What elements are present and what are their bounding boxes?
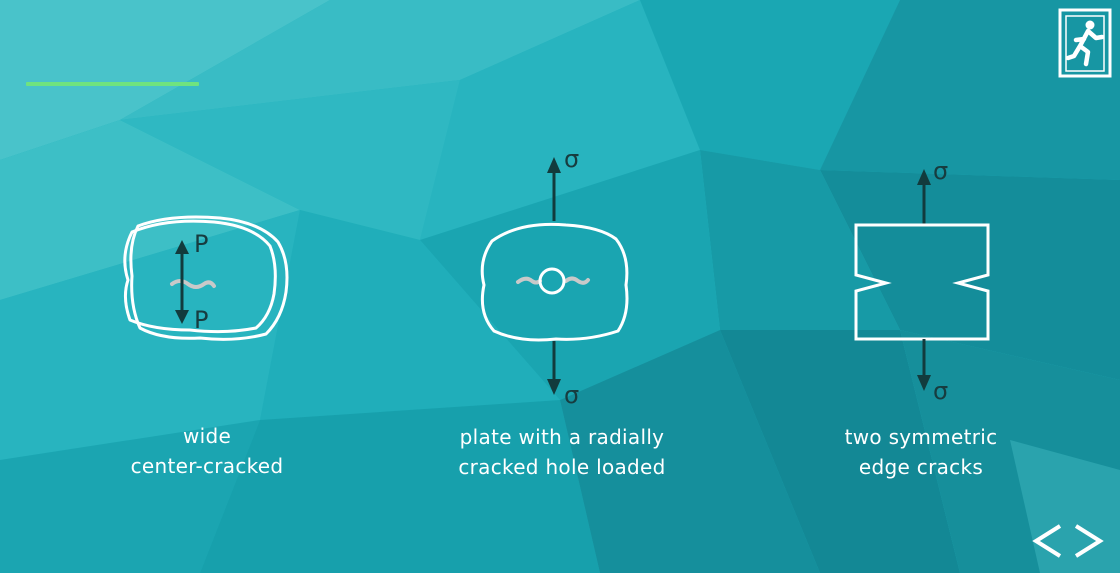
diagram-two-symmetric-edge-cracks: σ σ <box>840 155 1010 410</box>
load-label-top: P <box>194 230 208 258</box>
caption-line: edge cracks <box>858 455 984 479</box>
plate-outline-front <box>123 219 277 334</box>
plate-outline <box>480 222 629 342</box>
next-slide-button[interactable] <box>1072 520 1106 566</box>
crack-left <box>516 276 542 285</box>
caption-line: plate with a radially <box>459 425 665 449</box>
previous-slide-button[interactable] <box>1030 520 1064 566</box>
caption-line: two symmetric <box>844 425 998 449</box>
chevron-left-icon <box>1032 524 1062 558</box>
caption-wide-center-cracked: wide center-cracked <box>107 421 307 481</box>
arrow-down-head <box>917 375 931 391</box>
chevron-right-icon <box>1074 524 1104 558</box>
load-label-bottom: P <box>194 306 208 334</box>
arrow-up-head <box>917 169 931 185</box>
arrow-down-head <box>547 379 561 395</box>
arrow-down-head <box>175 310 189 324</box>
caption-line: cracked hole loaded <box>458 455 666 479</box>
caption-radially-cracked-hole: plate with a radially cracked hole loade… <box>432 422 692 482</box>
exit-running-man-icon <box>1058 8 1112 78</box>
title-accent-line <box>26 82 199 86</box>
load-label-top: σ <box>564 145 579 173</box>
arrow-up-head <box>175 240 189 254</box>
plate-outline-back <box>129 215 289 341</box>
hole <box>538 267 566 295</box>
load-label-bottom: σ <box>933 377 948 405</box>
diagram-radially-cracked-hole: σ σ <box>470 145 650 415</box>
diagram-wide-center-cracked: P P <box>110 200 310 360</box>
exit-button[interactable] <box>1058 8 1112 78</box>
plate-outline-notched <box>854 223 990 341</box>
load-label-top: σ <box>933 157 948 185</box>
crack-line <box>170 279 216 289</box>
caption-line: center-cracked <box>130 454 284 478</box>
arrow-up-head <box>547 157 561 173</box>
crack-right <box>564 276 590 285</box>
caption-two-symmetric-edge-cracks: two symmetric edge cracks <box>801 422 1041 482</box>
caption-line: wide <box>182 424 232 448</box>
load-label-bottom: σ <box>564 381 579 409</box>
